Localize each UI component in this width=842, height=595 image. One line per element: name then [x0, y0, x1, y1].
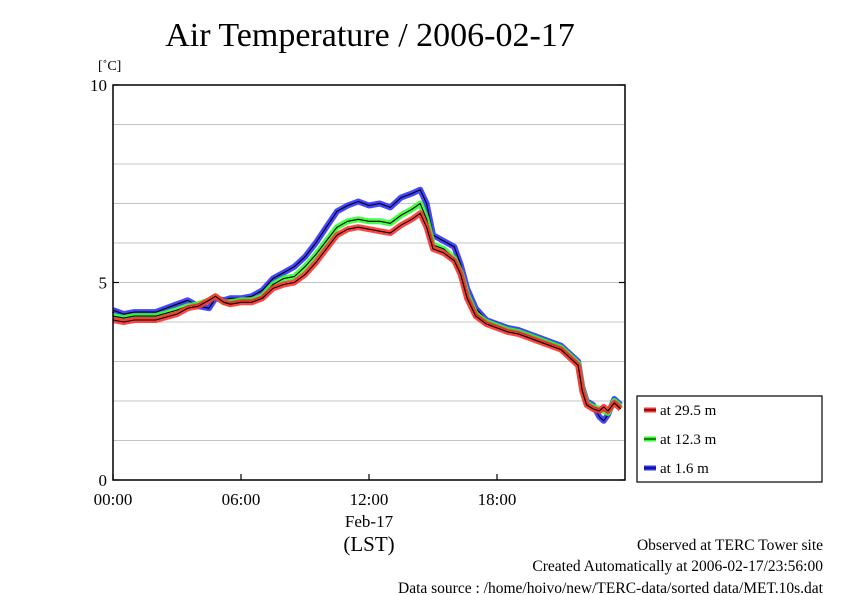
y-axis-unit: [˚C] — [98, 59, 121, 74]
legend-label: at 12.3 m — [660, 432, 717, 448]
footer-data-source: Data source : /home/hoivo/new/TERC-data/… — [398, 580, 824, 595]
x-axis-date-label: Feb-17 — [345, 512, 394, 531]
x-tick-label: 00:00 — [94, 490, 133, 509]
x-tick-label: 12:00 — [350, 490, 389, 509]
series-lines — [111, 186, 623, 424]
footer-created: Created Automatically at 2006-02-17/23:5… — [532, 558, 823, 575]
y-tick-label: 5 — [99, 274, 108, 293]
x-axis-title: (LST) — [343, 532, 394, 556]
y-tick-label: 0 — [99, 471, 108, 490]
y-tick-label: 10 — [90, 76, 107, 95]
legend: at 29.5 m at 12.3 m at 1.6 m — [636, 395, 823, 483]
legend-label: at 1.6 m — [660, 461, 709, 477]
grid-lines — [113, 124, 625, 441]
chart-title: Air Temperature / 2006-02-17 — [165, 17, 575, 54]
x-tick-label: 18:00 — [478, 490, 517, 509]
x-tick-label: 06:00 — [222, 490, 261, 509]
axis-ticks: 0 5 10 00:00 06:00 12:00 18:00 — [90, 76, 625, 509]
legend-box — [636, 395, 823, 483]
legend-label: at 29.5 m — [660, 403, 717, 419]
footer-observed: Observed at TERC Tower site — [637, 537, 823, 554]
series-line — [112, 212, 622, 412]
